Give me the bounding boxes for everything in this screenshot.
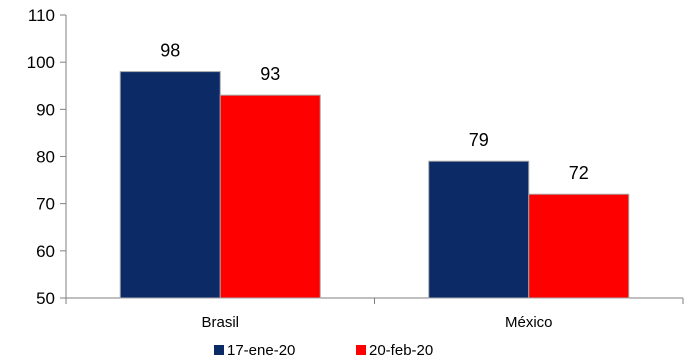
- y-tick-label: 90: [36, 100, 55, 119]
- y-tick-label: 50: [36, 289, 55, 308]
- data-label: 79: [469, 130, 489, 150]
- data-label: 93: [260, 64, 280, 84]
- data-label: 98: [160, 41, 180, 61]
- bars: [119, 71, 630, 299]
- legend: 17-ene-20 20-feb-20: [214, 342, 433, 359]
- y-tick-label: 80: [36, 148, 55, 167]
- y-tick-label: 60: [36, 242, 55, 261]
- bar: [528, 193, 630, 299]
- bar: [119, 71, 221, 299]
- legend-swatch: [356, 345, 366, 355]
- x-category-label: Brasil: [201, 314, 239, 331]
- legend-label: 20-feb-20: [369, 342, 433, 359]
- data-label: 72: [569, 163, 589, 183]
- y-tick-label: 100: [27, 53, 55, 72]
- bar: [219, 94, 321, 299]
- data-labels: 98 93 79 72: [160, 41, 589, 184]
- y-tick-label: 70: [36, 195, 55, 214]
- bar: [428, 160, 530, 299]
- legend-label: 17-ene-20: [227, 342, 295, 359]
- y-axis: 50 60 70 80 90 100 110: [27, 6, 67, 308]
- legend-swatch: [214, 345, 224, 355]
- x-axis: Brasil México: [65, 297, 684, 331]
- x-category-label: México: [505, 314, 553, 331]
- y-tick-label: 110: [28, 6, 55, 25]
